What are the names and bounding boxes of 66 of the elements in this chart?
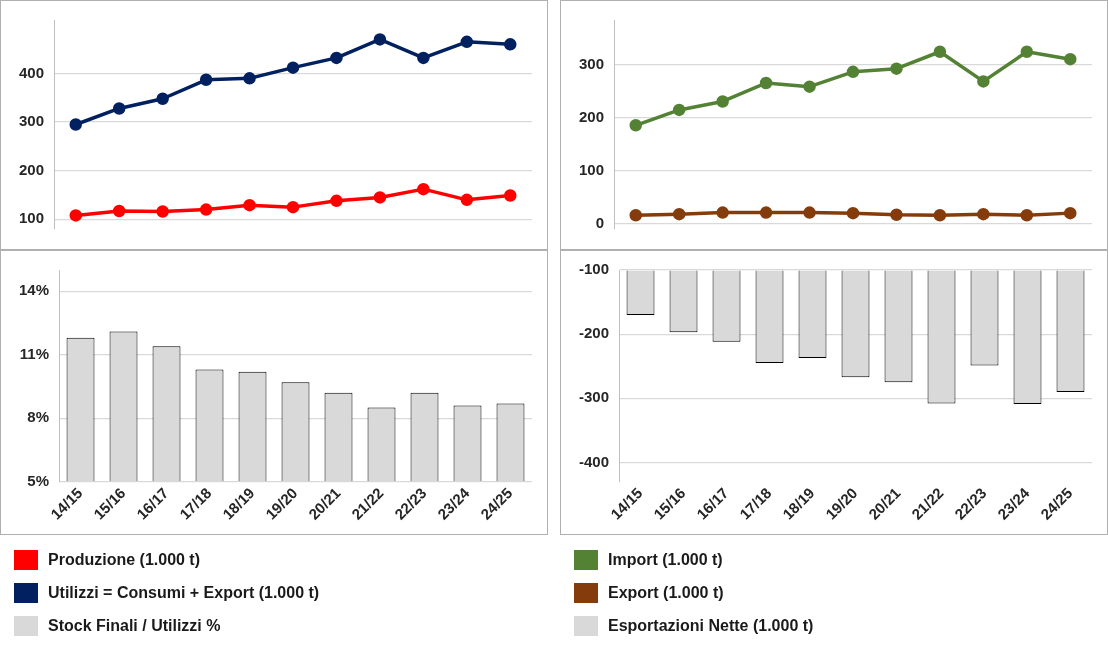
point <box>716 95 729 108</box>
y-tick-label: 8% <box>27 408 50 426</box>
point <box>69 118 82 131</box>
point <box>373 33 387 46</box>
point <box>890 62 903 75</box>
point <box>417 182 430 196</box>
point <box>1064 206 1077 220</box>
point <box>1020 208 1034 222</box>
point <box>672 207 686 221</box>
y-tick-label: 100 <box>579 160 605 178</box>
point <box>672 103 686 117</box>
y-tick-label: 300 <box>19 112 45 130</box>
point <box>243 72 256 85</box>
point <box>156 92 169 105</box>
y-tick-label: -200 <box>578 324 610 342</box>
y-tick-label: -100 <box>578 260 610 278</box>
y-tick-label: 14% <box>18 281 50 299</box>
y-tick-label: 200 <box>19 160 45 178</box>
point <box>977 75 990 88</box>
y-tick-label: -300 <box>578 388 610 406</box>
point <box>243 198 256 212</box>
point <box>759 76 773 90</box>
y-tick-label: 400 <box>19 63 45 81</box>
point <box>504 38 517 51</box>
legend-label: Esportazioni Nette (1.000 t) <box>608 616 814 635</box>
point <box>199 73 213 87</box>
point <box>890 208 903 221</box>
point <box>286 200 300 214</box>
point <box>629 208 642 222</box>
point <box>759 206 773 219</box>
y-tick-label: 300 <box>579 55 605 73</box>
legend-label: Import (1.000 t) <box>608 550 723 569</box>
point <box>1020 45 1034 58</box>
point <box>803 206 816 219</box>
point <box>1064 52 1077 66</box>
y-tick-label: -400 <box>578 452 610 470</box>
point <box>286 61 300 74</box>
point <box>112 204 126 218</box>
y-tick-label: 100 <box>19 209 45 227</box>
y-tick-label: 11% <box>19 344 50 362</box>
point <box>417 51 430 65</box>
point <box>504 189 517 202</box>
point <box>460 193 474 207</box>
point <box>933 208 947 222</box>
legend-label: Export (1.000 t) <box>608 583 724 602</box>
point <box>373 191 387 204</box>
point <box>933 45 947 58</box>
y-tick-label: 200 <box>579 108 605 126</box>
legend-label: Utilizzi = Consumi + Export (1.000 t) <box>48 583 320 602</box>
legend-label: Stock Finali / Utilizzi % <box>48 616 221 635</box>
point <box>460 35 474 49</box>
y-tick-label: 5% <box>27 471 50 489</box>
point <box>199 203 213 216</box>
point <box>716 206 729 219</box>
point <box>977 207 990 221</box>
point <box>69 209 82 222</box>
point <box>330 51 343 65</box>
point <box>846 65 860 79</box>
point <box>156 205 169 218</box>
legend-label: Produzione (1.000 t) <box>48 550 201 569</box>
point <box>846 206 860 220</box>
point <box>803 80 816 93</box>
point <box>330 194 343 208</box>
point <box>112 102 126 115</box>
y-tick-label: 0 <box>595 213 605 231</box>
point <box>629 119 642 132</box>
